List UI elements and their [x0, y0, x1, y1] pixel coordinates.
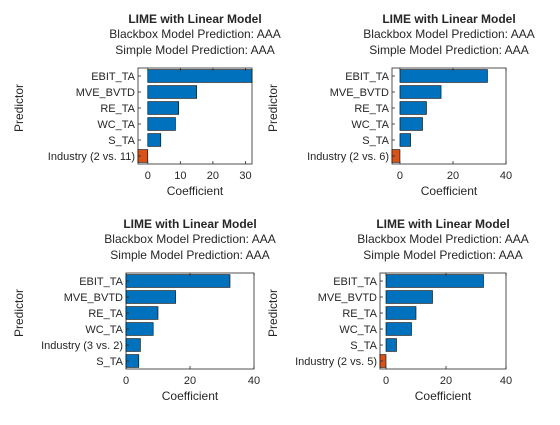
y-axis-label: Predictor — [12, 84, 26, 132]
x-tick-label: 40 — [500, 375, 512, 387]
axes-box — [137, 67, 253, 165]
y-axis-label: Predictor — [12, 289, 26, 337]
bar — [147, 85, 197, 99]
bar — [385, 338, 397, 352]
bar — [399, 85, 442, 99]
y-tick-label: WC_TA — [351, 119, 389, 131]
x-tick-label: 0 — [383, 375, 389, 387]
x-axis-label: Coefficient — [415, 389, 472, 403]
y-tick-label: Industry (2 vs. 5) — [295, 356, 377, 368]
y-tick-label: RE_TA — [88, 308, 123, 320]
y-tick-label: MVE_BVTD — [64, 292, 123, 304]
x-tick-label: 20 — [207, 170, 219, 182]
x-tick-label: 0 — [123, 375, 129, 387]
bar — [385, 306, 417, 320]
y-tick-label: MVE_BVTD — [76, 87, 135, 99]
x-tick-label: 0 — [145, 170, 151, 182]
bar — [399, 117, 423, 131]
y-tick-label: WC_TA — [85, 324, 123, 336]
y-tick-label: MVE_BVTD — [330, 87, 389, 99]
y-tick-label: Industry (2 vs. 6) — [307, 151, 389, 163]
chart-subtitle: Blackbox Model Prediction: AAA — [357, 232, 528, 246]
chart-title: LIME with Linear Model — [123, 217, 256, 231]
axes-box — [125, 272, 255, 370]
y-tick-label: EBIT_TA — [345, 71, 389, 83]
chart-title: LIME with Linear Model — [376, 217, 509, 231]
y-axis-label: Predictor — [266, 289, 280, 337]
bar — [399, 133, 411, 147]
bar — [147, 101, 180, 115]
y-tick-label: RE_TA — [342, 308, 377, 320]
x-axis-label: Coefficient — [167, 184, 224, 198]
y-tick-label: RE_TA — [100, 103, 135, 115]
y-tick-label: WC_TA — [339, 324, 377, 336]
bar — [385, 274, 484, 288]
y-tick-label: RE_TA — [354, 103, 389, 115]
bar — [399, 101, 427, 115]
chart-subtitle: Simple Model Prediction: AAA — [110, 248, 269, 262]
bar — [147, 117, 176, 131]
chart-subtitle: Simple Model Prediction: AAA — [369, 43, 528, 57]
chart-subtitle: Blackbox Model Prediction: AAA — [104, 232, 275, 246]
x-axis-label: Coefficient — [162, 389, 219, 403]
bar — [385, 290, 433, 304]
x-tick-label: 0 — [397, 170, 403, 182]
bar — [385, 322, 412, 336]
chart-title: LIME with Linear Model — [382, 12, 515, 26]
x-tick-label: 40 — [500, 170, 512, 182]
x-tick-label: 10 — [174, 170, 186, 182]
y-tick-label: S_TA — [350, 340, 377, 352]
x-tick-label: 20 — [447, 170, 459, 182]
y-tick-label: EBIT_TA — [333, 276, 377, 288]
bar — [147, 69, 253, 83]
y-tick-label: Industry (2 vs. 11) — [48, 151, 135, 163]
y-tick-label: Industry (3 vs. 2) — [41, 340, 123, 352]
x-tick-label: 40 — [248, 375, 260, 387]
y-axis-label: Predictor — [266, 84, 280, 132]
x-axis-label: Coefficient — [421, 184, 478, 198]
axes-box — [379, 272, 507, 370]
y-tick-label: S_TA — [108, 135, 135, 147]
axes-box — [391, 67, 507, 165]
y-tick-label: EBIT_TA — [79, 276, 123, 288]
bar — [125, 290, 176, 304]
y-tick-label: S_TA — [96, 356, 123, 368]
y-tick-label: EBIT_TA — [91, 71, 135, 83]
y-tick-label: WC_TA — [97, 119, 135, 131]
x-tick-label: 20 — [440, 375, 452, 387]
bar — [399, 69, 488, 83]
chart-subtitle: Blackbox Model Prediction: AAA — [109, 27, 280, 41]
x-tick-label: 30 — [239, 170, 251, 182]
chart-subtitle: Blackbox Model Prediction: AAA — [363, 27, 534, 41]
y-tick-label: S_TA — [362, 135, 389, 147]
bar — [125, 274, 231, 288]
chart-subtitle: Simple Model Prediction: AAA — [363, 248, 522, 262]
chart-title: LIME with Linear Model — [128, 12, 261, 26]
chart-subtitle: Simple Model Prediction: AAA — [115, 43, 274, 57]
x-tick-label: 20 — [184, 375, 196, 387]
bar — [147, 133, 162, 147]
bar — [125, 306, 159, 320]
bar — [125, 322, 154, 336]
y-tick-label: MVE_BVTD — [318, 292, 377, 304]
